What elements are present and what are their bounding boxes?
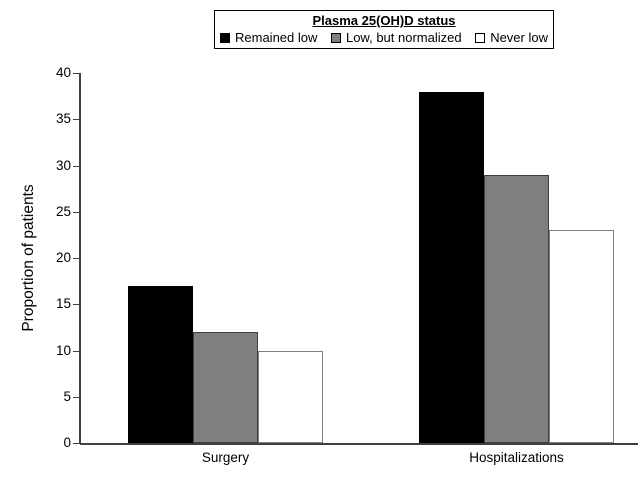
y-tick [73,165,79,167]
legend-box: Plasma 25(OH)D status Remained low Low, b… [214,10,554,49]
y-tick [73,73,79,74]
bar-surgery-remained-low [128,285,193,443]
x-axis-line [80,443,638,445]
y-tick-label: 15 [55,296,71,312]
y-tick [73,211,79,213]
legend-item-label: Low, but normalized [345,30,462,45]
legend-swatch-icon [220,32,230,43]
legend-swatch-icon [475,32,486,43]
legend-swatch-icon [330,32,341,43]
legend-item-low-but-normalized: Low, but normalized [330,30,462,45]
y-tick-label: 20 [55,250,71,265]
bar-hospitalizations-remained-low [419,91,484,443]
legend-title: Plasma 25(OH)D status [312,13,456,28]
y-tick-label: 10 [55,342,71,358]
x-category-label-surgery: Surgery [201,450,250,465]
bar-hospitalizations-low-but-normalized [484,174,549,443]
y-tick [73,396,79,398]
legend-item-label: Remained low [235,30,318,45]
y-tick-label: 40 [55,65,71,80]
legend-item-label: Never low [490,30,548,45]
bar-surgery-never-low [258,350,323,443]
x-category-label-hospitalizations: Hospitalizations [469,450,564,465]
legend-item-remained-low: Remained low [220,30,317,45]
y-tick-label: 0 [63,435,71,450]
y-tick [73,350,79,352]
bar-surgery-low-but-normalized [193,332,258,443]
y-tick [73,119,79,121]
y-tick-label: 5 [63,388,71,404]
y-tick [73,443,79,444]
legend-item-never-low: Never low [475,30,548,45]
y-tick-label: 25 [55,203,71,219]
y-tick-label: 30 [55,157,71,173]
legend-items: Remained low Low, but normalized Never low [220,30,548,45]
y-tick-label: 35 [55,111,71,127]
y-tick [73,304,79,306]
y-axis-line [79,73,81,444]
y-tick [73,258,79,259]
bar-hospitalizations-never-low [549,230,614,443]
